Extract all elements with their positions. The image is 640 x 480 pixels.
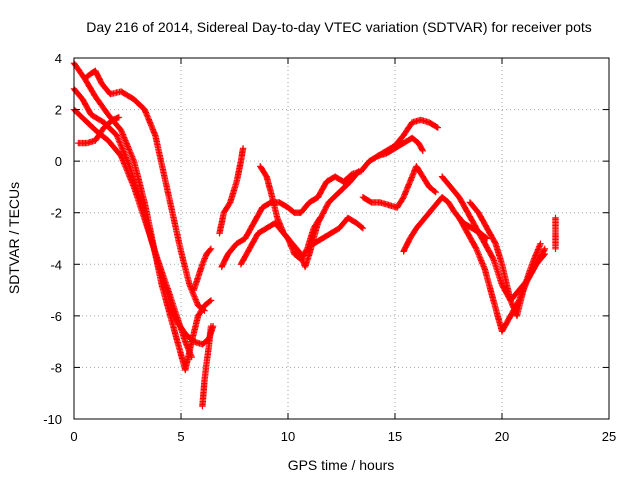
y-tick-label: 2 bbox=[55, 103, 62, 118]
series-track-20 bbox=[552, 214, 559, 252]
y-tick-label: -6 bbox=[50, 309, 62, 324]
series-markers bbox=[199, 323, 215, 410]
y-tick-label: -8 bbox=[50, 360, 62, 375]
x-axis-label: GPS time / hours bbox=[288, 457, 395, 473]
y-tick-label: -2 bbox=[50, 206, 62, 221]
y-tick-label: -4 bbox=[50, 257, 62, 272]
series-track-12 bbox=[310, 214, 367, 247]
series-track-14 bbox=[359, 163, 439, 211]
series-markers bbox=[75, 114, 123, 147]
series-track-9 bbox=[218, 194, 322, 271]
axis-ticks: 0 5 10 15 20 25 -10 -8 -6 -4 -2 0 2 4 bbox=[43, 51, 616, 444]
series-markers bbox=[374, 116, 441, 160]
series-markers bbox=[81, 67, 208, 314]
series-track-11 bbox=[257, 163, 324, 263]
series-markers bbox=[466, 199, 544, 320]
y-tick-label: 4 bbox=[55, 51, 62, 66]
series-track-4 bbox=[75, 114, 123, 147]
series-markers bbox=[216, 145, 247, 237]
series-track-6 bbox=[199, 323, 215, 410]
x-tick-label: 5 bbox=[177, 429, 184, 444]
series-markers bbox=[257, 163, 324, 263]
series-markers bbox=[310, 214, 367, 247]
series-track-8 bbox=[216, 145, 247, 237]
series-markers bbox=[218, 194, 322, 271]
x-tick-label: 20 bbox=[495, 429, 509, 444]
series-markers bbox=[190, 245, 215, 294]
plot-frame bbox=[73, 57, 610, 420]
series-markers bbox=[552, 214, 559, 252]
y-tick-label: -10 bbox=[43, 412, 62, 427]
chart-title: Day 216 of 2014, Sidereal Day-to-day VTE… bbox=[86, 19, 592, 35]
series-track-5 bbox=[81, 67, 208, 314]
series-track-19 bbox=[466, 199, 544, 320]
x-tick-label: 0 bbox=[70, 429, 77, 444]
x-tick-label: 15 bbox=[388, 429, 402, 444]
series-track-7 bbox=[190, 245, 215, 294]
series-markers bbox=[359, 163, 439, 211]
x-tick-label: 10 bbox=[281, 429, 295, 444]
y-tick-label: 0 bbox=[55, 154, 62, 169]
y-axis-label: SDTVAR / TECUs bbox=[6, 182, 22, 294]
series-layer bbox=[70, 60, 559, 410]
series-track-15 bbox=[374, 116, 441, 160]
x-tick-label: 25 bbox=[602, 429, 616, 444]
